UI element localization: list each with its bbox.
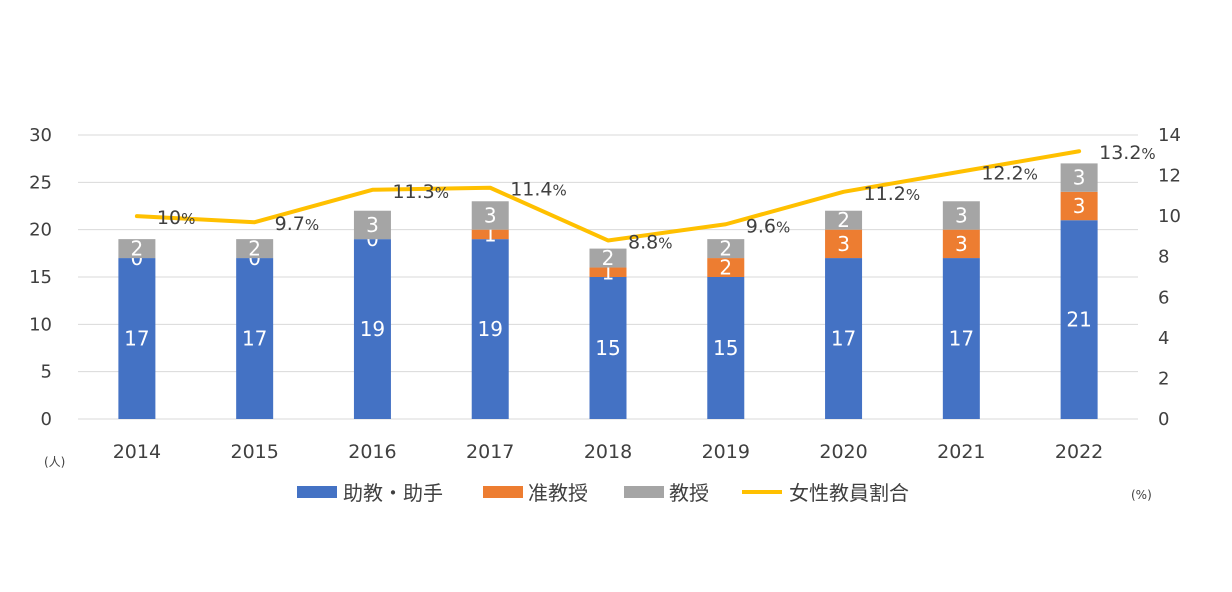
bar-segment (236, 258, 274, 419)
bar-segment (707, 277, 745, 419)
line-value-label: 11.2% (864, 183, 921, 205)
line-value-label: 12.2% (981, 163, 1038, 185)
bar-segment (118, 258, 156, 419)
bar-value-label: 15 (595, 336, 620, 360)
bar-value-label: 15 (713, 336, 738, 360)
legend-swatch (297, 486, 337, 498)
right-tick-label: 4 (1158, 328, 1169, 349)
bar-segment (942, 201, 980, 230)
x-tick-label: 2014 (113, 441, 161, 463)
line-value-label: 8.8% (628, 231, 672, 253)
bar-value-label: 19 (477, 317, 502, 341)
bar-segment (589, 267, 627, 277)
bar-value-label: 2 (131, 237, 144, 261)
legend-label: 教授 (669, 481, 709, 505)
bar-segment (825, 210, 863, 230)
x-tick-label: 2016 (348, 441, 396, 463)
bar-segment (471, 201, 509, 230)
bar-segment (589, 277, 627, 419)
bar-segment (118, 239, 156, 259)
bar-value-label: 17 (124, 327, 149, 351)
bar-value-label: 3 (1073, 166, 1086, 190)
legend-swatch (483, 486, 523, 498)
bar-segment (353, 239, 391, 419)
line-value-label: 11.3% (392, 181, 449, 203)
bar-segment (1060, 191, 1098, 221)
line-value-label: 10% (157, 207, 195, 229)
bar-value-label: 2 (602, 246, 615, 270)
bar-segment (942, 229, 980, 259)
right-tick-label: 2 (1158, 368, 1169, 389)
line-value-label: 9.7% (275, 213, 319, 235)
bars: 170217021903191315121522173217332133 (118, 163, 1098, 419)
right-tick-label: 0 (1158, 409, 1169, 430)
legend-label: 女性教員割合 (789, 481, 909, 505)
x-tick-label: 2019 (702, 441, 750, 463)
left-tick-label: 10 (29, 314, 52, 335)
bar-segment (589, 248, 627, 268)
left-axis-unit: (人) (44, 455, 65, 469)
left-tick-label: 20 (29, 220, 52, 241)
left-tick-label: 25 (29, 172, 52, 193)
right-tick-label: 10 (1158, 206, 1181, 227)
right-tick-label: 14 (1158, 125, 1181, 146)
left-tick-label: 5 (41, 362, 52, 383)
bar-value-label: 17 (949, 327, 974, 351)
bar-value-label: 2 (719, 256, 732, 280)
left-tick-label: 15 (29, 267, 52, 288)
right-axis-unit: (%) (1131, 488, 1152, 502)
line-value-label: 11.4% (510, 179, 567, 201)
bar-value-label: 2 (719, 237, 732, 261)
bar-value-label: 3 (955, 203, 968, 227)
right-tick-label: 6 (1158, 287, 1169, 308)
bar-value-label: 17 (831, 327, 856, 351)
line-value-label: 13.2% (1099, 142, 1156, 164)
x-tick-label: 2020 (819, 441, 867, 463)
bar-segment (707, 239, 745, 259)
bar-value-label: 2 (837, 208, 850, 232)
bar-value-label: 3 (1073, 194, 1086, 218)
legend-swatch (624, 486, 664, 498)
bar-value-label: 2 (248, 237, 261, 261)
bar-value-label: 3 (484, 203, 497, 227)
x-tick-label: 2017 (466, 441, 514, 463)
bar-value-label: 19 (360, 317, 385, 341)
bar-segment (471, 229, 509, 240)
left-tick-label: 0 (41, 409, 52, 430)
bar-segment (825, 229, 863, 259)
x-tick-label: 2022 (1055, 441, 1103, 463)
line-value-label: 9.6% (746, 215, 790, 237)
bar-segment (471, 239, 509, 419)
x-axis: 2014 2015 2016 2017 2018 2019 2020 2021 2022 (113, 441, 1104, 463)
bar-value-label: 21 (1066, 308, 1091, 332)
x-tick-label: 2021 (937, 441, 985, 463)
bar-segment (825, 258, 863, 419)
ratio-line: 10% 9.7% 11.3% 11.4% 8.8% 9.6% 11.2% 12.2% 13.2% (134, 142, 1156, 253)
legend-label: 助教・助手 (343, 481, 443, 505)
bar-segment (1060, 163, 1098, 192)
bar-value-label: 17 (242, 327, 267, 351)
bar-segment (942, 258, 980, 419)
right-axis: 0 2 4 6 8 10 12 14 (1158, 125, 1181, 430)
right-tick-label: 8 (1158, 247, 1169, 268)
bar-segment (707, 258, 745, 277)
bar-segment (1060, 220, 1098, 419)
legend: 助教・助手 准教授 教授 女性教員割合 (297, 481, 909, 505)
left-tick-label: 30 (29, 125, 52, 146)
bar-value-label: 3 (955, 232, 968, 256)
x-tick-label: 2015 (230, 441, 278, 463)
bar-segment (353, 210, 391, 240)
left-axis: 0 5 10 15 20 25 30 (29, 125, 52, 430)
bar-segment (236, 239, 274, 259)
x-tick-label: 2018 (584, 441, 632, 463)
bar-value-label: 3 (837, 232, 850, 256)
legend-label: 准教授 (528, 481, 588, 505)
bar-value-label: 3 (366, 213, 379, 237)
right-tick-label: 12 (1158, 166, 1181, 187)
